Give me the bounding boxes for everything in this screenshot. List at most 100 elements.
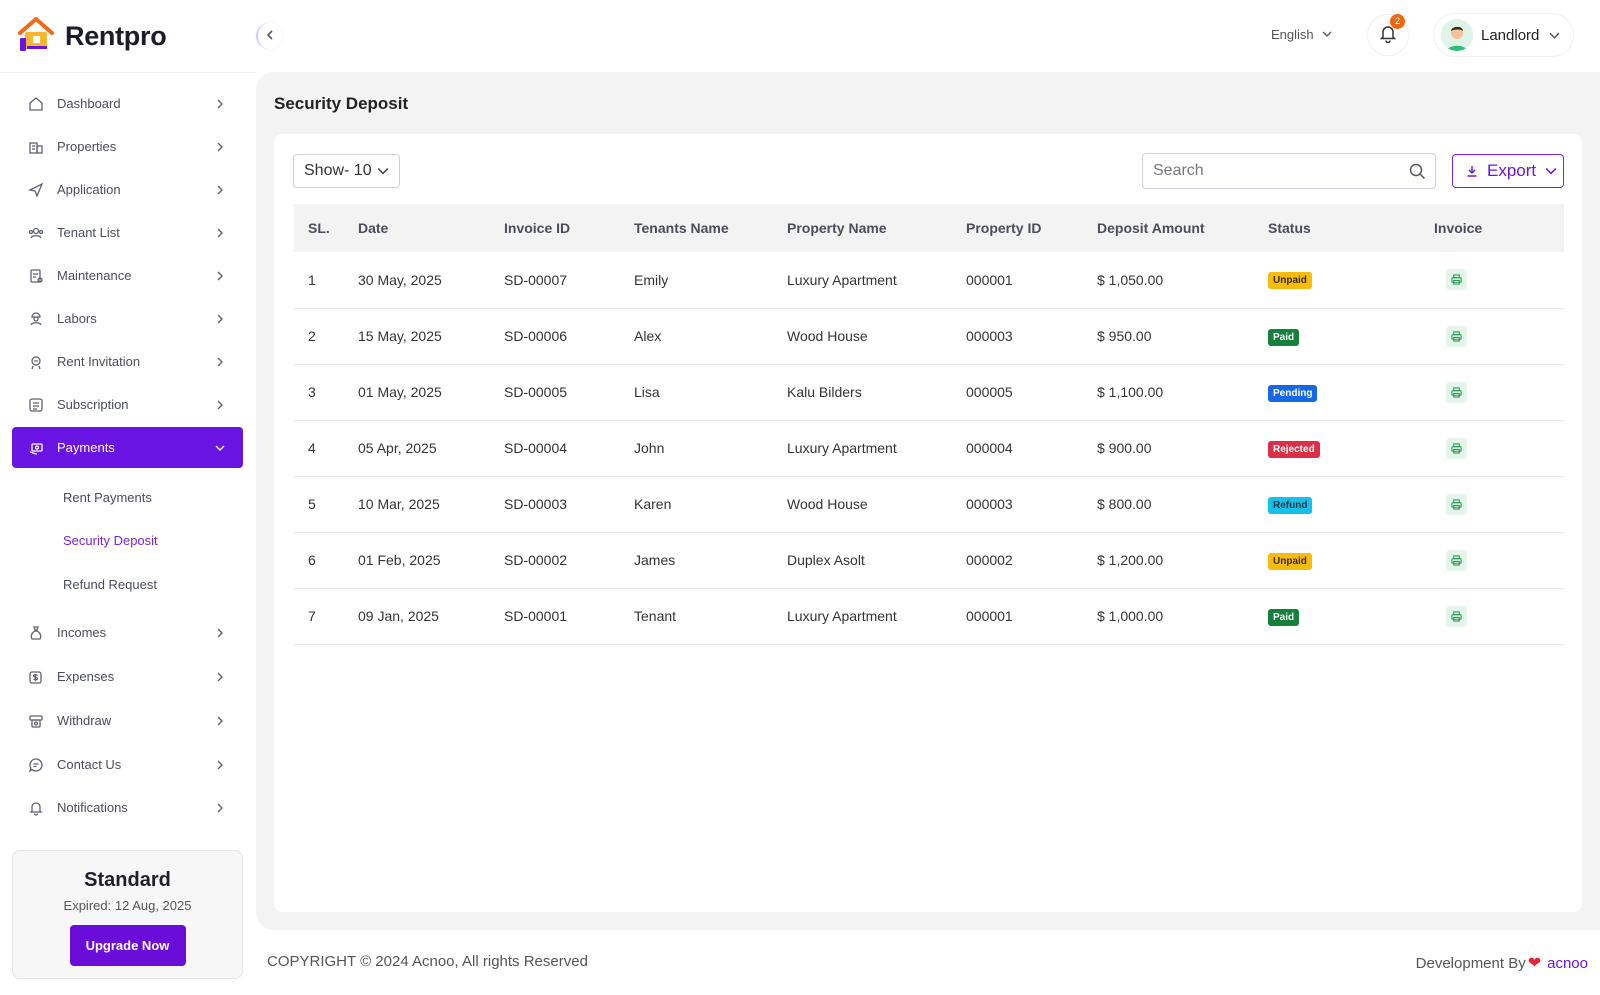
cell-status: Unpaid: [1268, 252, 1434, 308]
cell-date: 09 Jan, 2025: [358, 608, 439, 624]
upgrade-now-button[interactable]: Upgrade Now: [69, 925, 186, 966]
table-row: 7 09 Jan, 2025 SD-00001 Tenant Luxury Apartm…: [294, 588, 1564, 644]
sidebar-item-application[interactable]: Application: [12, 169, 243, 210]
footer-credit: Development By ❤ acnoo: [1416, 953, 1588, 973]
sidebar-item-expenses[interactable]: Expenses: [12, 656, 243, 697]
column-header-property-name: Property Name: [787, 220, 887, 236]
print-invoice-button[interactable]: [1446, 269, 1467, 291]
status-badge: Unpaid: [1268, 552, 1312, 570]
sidebar-item-notifications[interactable]: Notifications: [12, 787, 243, 828]
language-selector[interactable]: English: [1271, 27, 1332, 42]
cell-deposit-amount: $ 900.00: [1097, 440, 1152, 456]
cell-invoice: [1434, 420, 1564, 476]
column-header-deposit-amount: Deposit Amount: [1097, 220, 1205, 236]
page-size-select[interactable]: Show- 10: [293, 154, 400, 188]
cell-date: 10 Mar, 2025: [358, 496, 440, 512]
chevron-right-icon: [213, 226, 227, 240]
column-header-sl: SL.: [308, 220, 330, 236]
cell-invoice-id: SD-00005: [504, 384, 568, 400]
table-header-row: SL. Date Invoice ID Tenants Name Propert…: [294, 204, 1564, 252]
status-badge: Unpaid: [1268, 272, 1312, 290]
search-icon[interactable]: [1409, 163, 1426, 185]
brand[interactable]: Rentpro: [17, 16, 167, 54]
sidebar-item-dashboard[interactable]: Dashboard: [12, 83, 243, 124]
column-header-date: Date: [358, 220, 389, 236]
brand-divider: [0, 72, 256, 73]
cell-deposit-amount: $ 1,000.00: [1097, 608, 1164, 624]
user-menu[interactable]: Landlord: [1433, 13, 1574, 57]
sidebar-item-tenant-list[interactable]: Tenant List: [12, 212, 243, 253]
export-label: Export: [1487, 161, 1537, 180]
page-size-value: Show- 10: [304, 162, 372, 179]
print-invoice-button[interactable]: [1446, 325, 1467, 347]
cell-date: 01 Feb, 2025: [358, 552, 441, 568]
export-button[interactable]: Export: [1452, 154, 1564, 188]
sidebar-item-label: Properties: [57, 139, 117, 154]
sidebar-item-maintenance[interactable]: Maintenance: [12, 255, 243, 296]
sidebar-subitem-security-deposit[interactable]: Security Deposit: [63, 533, 158, 548]
cell-tenant-name: Lisa: [634, 384, 660, 400]
footer-dev-link[interactable]: acnoo: [1547, 954, 1588, 972]
sidebar-item-label: Incomes: [57, 625, 107, 640]
sidebar-item-rent-invitation[interactable]: Rent Invitation: [12, 341, 243, 382]
print-invoice-button[interactable]: [1446, 605, 1467, 627]
chevron-right-icon: [213, 758, 227, 772]
print-invoice-button[interactable]: [1446, 437, 1467, 459]
chevron-down-icon: [377, 164, 389, 182]
payment-icon: [27, 439, 45, 457]
avatar: [1441, 19, 1473, 51]
sidebar-subitem-refund-request[interactable]: Refund Request: [63, 577, 157, 592]
chevron-right-icon: [213, 355, 227, 369]
print-invoice-button[interactable]: [1446, 381, 1467, 403]
subscription-icon: [27, 396, 45, 414]
building-icon: [27, 138, 45, 156]
cell-property-name: Luxury Apartment: [787, 608, 897, 624]
print-invoice-button[interactable]: [1446, 493, 1467, 515]
sidebar-item-label: Dashboard: [57, 96, 121, 111]
notification-button[interactable]: [1367, 14, 1409, 56]
search-input[interactable]: [1153, 156, 1403, 186]
cell-sl: 4: [308, 440, 316, 456]
cell-property-id: 000003: [966, 496, 1013, 512]
users-icon: [27, 224, 45, 242]
printer-icon: [1451, 442, 1462, 454]
column-header-invoice-id: Invoice ID: [504, 220, 571, 236]
cell-tenant-name: John: [634, 440, 665, 456]
bell-icon: [27, 799, 45, 817]
bell-icon: [1378, 23, 1398, 48]
cell-property-id: 000004: [966, 440, 1013, 456]
sidebar-item-labors[interactable]: Labors: [12, 298, 243, 339]
sidebar-subitem-rent-payments[interactable]: Rent Payments: [63, 490, 152, 505]
cell-property-name: Wood House: [787, 328, 868, 344]
sidebar-item-contact-us[interactable]: Contact Us: [12, 744, 243, 785]
cell-invoice-id: SD-00003: [504, 496, 568, 512]
sidebar-item-subscription[interactable]: Subscription: [12, 384, 243, 425]
cell-tenant-name: Karen: [634, 496, 672, 512]
sidebar-item-label: Expenses: [57, 669, 115, 684]
sidebar-item-label: Tenant List: [57, 225, 120, 240]
sidebar-collapse-button[interactable]: [256, 23, 282, 49]
cell-status: Paid: [1268, 588, 1434, 644]
send-icon: [27, 181, 45, 199]
status-badge: Paid: [1268, 328, 1300, 346]
status-badge: Pending: [1268, 384, 1318, 402]
sidebar-item-withdraw[interactable]: Withdraw: [12, 700, 243, 741]
security-deposit-table: SL. Date Invoice ID Tenants Name Propert…: [294, 204, 1564, 645]
cell-status: Paid: [1268, 308, 1434, 364]
chevron-down-icon: [1549, 30, 1560, 41]
sidebar-item-label: Application: [57, 182, 121, 197]
print-invoice-button[interactable]: [1446, 549, 1467, 571]
cell-invoice: [1434, 308, 1564, 364]
printer-icon: [1451, 610, 1462, 622]
chevron-right-icon: [213, 398, 227, 412]
cell-invoice-id: SD-00006: [504, 328, 568, 344]
cell-invoice: [1434, 252, 1564, 308]
chevron-right-icon: [213, 801, 227, 815]
chevron-down-icon: [1322, 27, 1332, 42]
sidebar-item-properties[interactable]: Properties: [12, 126, 243, 167]
sidebar-item-payments[interactable]: Payments: [12, 427, 243, 468]
plan-card: Standard Expired: 12 Aug, 2025 Upgrade N…: [12, 850, 243, 979]
sidebar-item-incomes[interactable]: Incomes: [12, 612, 243, 653]
cell-status: Pending: [1268, 364, 1434, 420]
app-name: Rentpro: [65, 20, 167, 51]
